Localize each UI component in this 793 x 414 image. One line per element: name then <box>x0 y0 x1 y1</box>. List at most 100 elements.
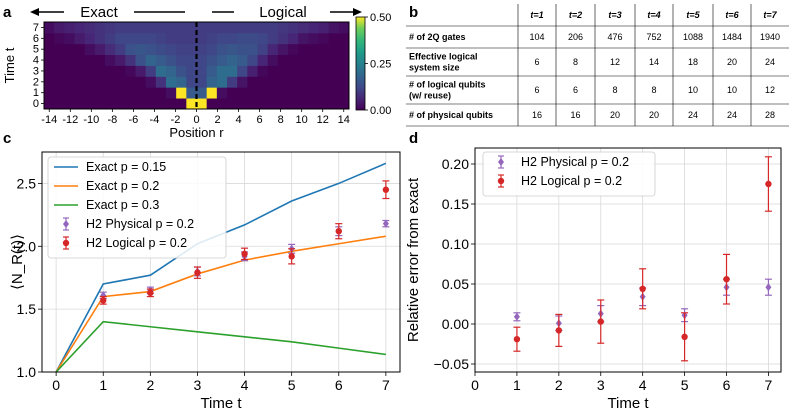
table-row-label: # of physical qubits <box>409 110 493 120</box>
heatmap-cell <box>105 54 116 66</box>
table-header-cell: t=1 <box>530 10 543 20</box>
heatmap-cell <box>84 22 96 34</box>
heatmap-cell <box>328 76 340 88</box>
heatmap-cell <box>145 98 157 110</box>
table-cell: 10 <box>688 85 698 95</box>
table-header-cell: t=5 <box>686 10 700 20</box>
heatmap-cell <box>186 76 197 88</box>
heatmap-cell <box>44 98 55 110</box>
heatmap-cell <box>105 87 116 99</box>
heatmap-cell <box>237 65 248 77</box>
heatmap-cell <box>196 76 208 88</box>
heatmap-cell <box>267 43 279 56</box>
heatmap-cell <box>186 32 197 45</box>
heatmap-cell <box>247 98 258 110</box>
y-tick-label: 0.05 <box>442 276 469 292</box>
heatmap-cell <box>196 22 208 34</box>
legend-label: H2 Logical p = 0.2 <box>521 174 622 188</box>
table-cell: 24 <box>688 110 698 120</box>
x-tick-label: 0 <box>52 377 60 393</box>
legend-box <box>482 151 656 197</box>
table-header-cell: t=2 <box>569 10 582 20</box>
heatmap-cell <box>277 65 289 77</box>
heatmap-cell <box>64 54 75 66</box>
x-tick-label: 6 <box>335 377 343 393</box>
x-tick-label: 3 <box>597 377 605 393</box>
x-tick-label: 4 <box>236 114 242 126</box>
heatmap-cell <box>328 43 340 56</box>
data-point-circle <box>100 297 107 304</box>
heatmap-cell <box>135 98 147 110</box>
heatmap-cell <box>247 32 258 45</box>
heatmap-cell <box>94 76 106 88</box>
heatmap-cell <box>44 54 55 66</box>
line-chart-panel: 0 1 2 3 4 5 6 7 1.0 1.5 2.0 2.5 Time t ⟨N_R(t)⟩ Exact … <box>9 151 401 412</box>
heatmap-cell <box>216 22 228 34</box>
table-cell: 206 <box>568 32 583 42</box>
heatmap-cell <box>54 65 65 77</box>
table-header-cell: t=4 <box>647 10 660 20</box>
heatmap-cell <box>64 76 75 88</box>
table-cell: 752 <box>646 32 661 42</box>
table-cell: 1088 <box>683 32 703 42</box>
legend-label: Exact p = 0.15 <box>86 160 166 174</box>
heatmap-cell <box>206 76 218 88</box>
exact-arrow-label: Exact <box>80 4 118 21</box>
data-point-circle <box>597 318 604 325</box>
heatmap-cell <box>227 54 238 66</box>
heatmap-cell <box>227 32 238 45</box>
table-cell: 24 <box>727 110 737 120</box>
data-point-circle <box>241 250 248 258</box>
heatmap-cell <box>216 76 228 88</box>
table-cell: 12 <box>610 57 620 67</box>
heatmap-cell <box>166 87 177 99</box>
heatmap-cell <box>237 54 248 66</box>
x-tick-label: 2 <box>555 377 563 393</box>
heatmap-cell <box>115 22 126 34</box>
x-tick-label: 0 <box>471 377 479 393</box>
plot-area <box>513 156 772 362</box>
heatmap-cell <box>237 32 248 45</box>
heatmap-cell <box>308 65 319 77</box>
data-point-circle <box>639 285 646 292</box>
data-point-circle <box>335 228 342 235</box>
heatmap-cell <box>186 65 197 77</box>
heatmap-cell <box>84 98 96 110</box>
heatmap-cell <box>338 98 350 110</box>
heatmap-cell <box>155 22 167 34</box>
data-point-circle <box>382 186 390 193</box>
heatmap-cell <box>308 32 319 45</box>
x-tick-label: 12 <box>317 114 329 126</box>
heatmap-cell <box>338 65 350 77</box>
x-tick-label: -6 <box>129 114 139 126</box>
heatmap-cell <box>64 98 75 110</box>
heatmap-cell <box>166 43 177 56</box>
heatmap-cell <box>298 54 309 66</box>
heatmap-cell <box>196 32 208 45</box>
heatmap-cell <box>338 76 350 88</box>
panel-label-a: a <box>3 4 12 21</box>
heatmap-cell <box>206 43 218 56</box>
heatmap-cell <box>166 32 177 45</box>
heatmap-cell <box>308 76 319 88</box>
heatmap-cell <box>257 76 269 88</box>
heatmap-cell <box>328 32 340 45</box>
heatmap-cell <box>135 43 147 56</box>
y-tick-label: 0.00 <box>442 316 469 332</box>
heatmap-cell <box>318 54 330 66</box>
heatmap-cell <box>247 54 258 66</box>
heatmap-cell <box>277 87 289 99</box>
heatmap-cell <box>288 87 299 99</box>
heatmap-cell <box>84 87 96 99</box>
heatmap-cell <box>277 22 289 34</box>
table-cell: 10 <box>727 85 737 95</box>
y-tick-label: 2.0 <box>17 238 37 254</box>
legend-marker <box>63 220 69 228</box>
heatmap-cell <box>176 98 187 110</box>
heatmap-cell <box>227 22 238 34</box>
heatmap-cell <box>227 98 238 110</box>
heatmap-cell <box>257 43 269 56</box>
heatmap-cell <box>135 22 147 34</box>
y-tick-label: 0.10 <box>442 236 469 252</box>
heatmap-cell <box>44 87 55 99</box>
